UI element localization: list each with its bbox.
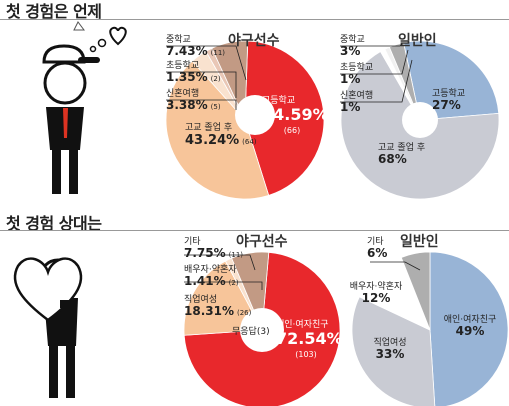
data-label-category: 신혼여행 — [166, 87, 199, 99]
data-label-count: (103) — [295, 350, 317, 359]
data-label-value: 6% — [367, 246, 387, 260]
pie-slice — [165, 60, 270, 200]
data-label-value: 1% — [340, 72, 360, 86]
pie-slice — [183, 260, 263, 336]
data-label-value: 27% — [432, 98, 461, 112]
leader-line — [340, 59, 413, 103]
data-label-category: 무응답(3) — [232, 325, 270, 337]
pie-slice — [403, 40, 500, 121]
data-label-value: 1% — [340, 100, 360, 114]
leader-line — [340, 43, 403, 47]
data-label-value: 44.59% — [262, 105, 329, 124]
data-label-value: 49% — [456, 324, 485, 338]
data-label-category: 배우자·약혼자 — [184, 263, 237, 275]
chart-title: 야구선수 — [236, 233, 288, 250]
pie-chart-4 — [351, 251, 509, 406]
heart-figure-icon — [13, 257, 83, 398]
leader-line — [166, 99, 237, 110]
heart-icon — [109, 26, 127, 46]
data-label-value: 3% — [340, 44, 360, 58]
data-label-category: 직업여성 — [184, 293, 217, 305]
data-label-category: 기타 — [367, 236, 384, 247]
data-label-value: 33% — [376, 347, 405, 361]
pie-center-hole — [240, 308, 284, 352]
leader-line — [166, 45, 247, 81]
thought-bubbles-icon — [89, 38, 107, 53]
pie-slice — [211, 40, 249, 121]
data-label-category: 중학교 — [166, 34, 191, 45]
pie-chart-2 — [340, 40, 500, 200]
data-label-value: 7.75% (11) — [184, 246, 243, 260]
leader-line — [166, 71, 237, 98]
data-label-value: 68% — [378, 152, 407, 166]
leader-line — [370, 261, 421, 271]
pie-slice — [400, 251, 431, 331]
chart-title: 야구선수 — [228, 32, 280, 49]
pie-chart-1 — [165, 40, 325, 200]
data-label-value: 1.41% (2) — [184, 274, 239, 288]
data-label-value: 12% — [362, 291, 391, 305]
data-label-value: 3.38% (5) — [166, 98, 221, 112]
data-label-category: 중학교 — [340, 34, 365, 45]
data-label-category: 배우자·약혼자 — [350, 280, 403, 292]
section-title-timing: 첫 경험은 언제 — [6, 2, 102, 21]
pie-center-hole — [402, 102, 438, 138]
data-label-category: 고교 졸업 후 — [185, 122, 232, 133]
pie-slice — [244, 40, 325, 196]
data-label-category: 고등학교 — [432, 88, 465, 99]
pie-slice — [429, 251, 509, 406]
data-label-category: 초등학교 — [340, 62, 373, 73]
data-label-category: 애인·여자친구 — [276, 318, 329, 330]
leader-line — [184, 281, 263, 290]
chart-title: 일반인 — [400, 233, 439, 250]
thinking-figure-icon — [42, 21, 100, 194]
data-label-category: 기타 — [184, 236, 201, 247]
data-label-value: 1.35% (2) — [166, 70, 221, 84]
leader-line — [184, 254, 256, 271]
pie-center-hole — [235, 95, 275, 135]
data-label-category: 고교 졸업 후 — [378, 142, 425, 153]
data-label-count: (66) — [284, 126, 300, 135]
pie-chart-3 — [183, 251, 341, 406]
section-rule-top — [0, 19, 509, 20]
pie-slice — [388, 42, 421, 121]
data-label-category: 초등학교 — [166, 60, 199, 71]
data-label-category: 고등학교 — [262, 95, 295, 106]
data-label-category: 신혼여행 — [340, 89, 373, 101]
data-label-value: 43.24% (64) — [185, 133, 257, 148]
data-label-category: 직업여성 — [373, 336, 406, 348]
data-label-category: 애인·여자친구 — [444, 313, 497, 325]
section-title-partner: 첫 경험 상대는 — [6, 214, 102, 233]
pie-slice — [351, 296, 436, 406]
section-rule-bottom — [0, 230, 509, 231]
chart-title: 일반인 — [398, 32, 437, 49]
data-label-value: 72.54% — [276, 329, 343, 348]
leader-line — [340, 49, 409, 75]
